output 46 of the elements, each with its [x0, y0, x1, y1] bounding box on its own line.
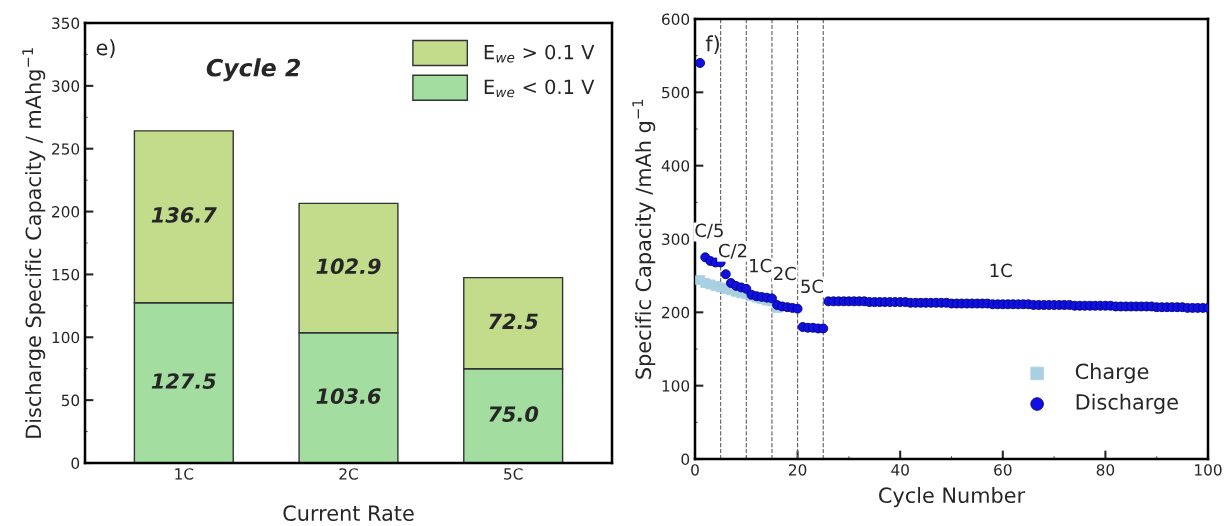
- data-label: 136.7: [151, 207, 217, 223]
- y-tick-label: 600: [662, 13, 690, 26]
- text: Cycle 2: [206, 58, 301, 82]
- y-tick-label: 300: [52, 80, 80, 92]
- x-tick-label: 60: [994, 464, 1012, 476]
- y-tick-label: 100: [662, 380, 690, 392]
- y-axis-title: Discharge Specific Capacity / mAhg$^{−1}$: [22, 48, 46, 438]
- data-label: 127.5: [151, 373, 216, 389]
- x-tick-label: 0: [691, 464, 699, 476]
- annotation: f): [705, 35, 719, 54]
- annotation: e): [96, 39, 115, 58]
- legend-label: Discharge: [1076, 393, 1178, 414]
- y-tick-label: 200: [52, 206, 80, 218]
- legend-label: E$_{we}$ > 0.1 V: [484, 44, 595, 63]
- y-tick-label: 100: [52, 331, 80, 344]
- annotation: 1C: [990, 263, 1012, 278]
- y-axis-title: Specific Capacity /mAh g$^{−1}$: [632, 99, 656, 379]
- x-axis-title: Current Rate: [283, 505, 414, 521]
- annotation: 2C: [774, 266, 796, 281]
- y-tick-label: 50: [61, 394, 80, 407]
- x-tick-label: 2C: [339, 468, 358, 480]
- annotation: C/2: [718, 243, 747, 259]
- x-tick-label: 100: [1195, 464, 1222, 476]
- y-tick-label: 0: [681, 453, 690, 466]
- y-tick-label: 300: [662, 233, 690, 246]
- annotation: 1C: [750, 258, 772, 273]
- x-tick-label: 20: [789, 464, 807, 476]
- legend-label: Charge: [1075, 363, 1149, 384]
- legend-label: E$_{we}$ < 0.1 V: [484, 79, 595, 98]
- x-tick-label: 1C: [175, 468, 194, 480]
- x-tick-label: 5C: [504, 468, 523, 480]
- y-tick-label: 350: [52, 17, 80, 30]
- y-tick-label: 400: [661, 160, 690, 172]
- x-tick-label: 40: [891, 464, 909, 476]
- data-label: 102.9: [316, 258, 381, 275]
- data-label: 103.6: [316, 388, 381, 404]
- x-tick-label: 80: [1096, 464, 1115, 476]
- y-tick-label: 500: [662, 86, 690, 99]
- y-tick-label: 200: [662, 306, 690, 319]
- data-label: 75.0: [489, 406, 539, 422]
- annotation: C/5: [695, 223, 723, 239]
- x-axis-title: Cycle Number: [879, 486, 1026, 508]
- y-tick-label: 250: [52, 143, 80, 155]
- data-label: 72.5: [489, 313, 538, 330]
- annotation: 5C: [801, 279, 824, 294]
- y-tick-label: 150: [52, 268, 80, 281]
